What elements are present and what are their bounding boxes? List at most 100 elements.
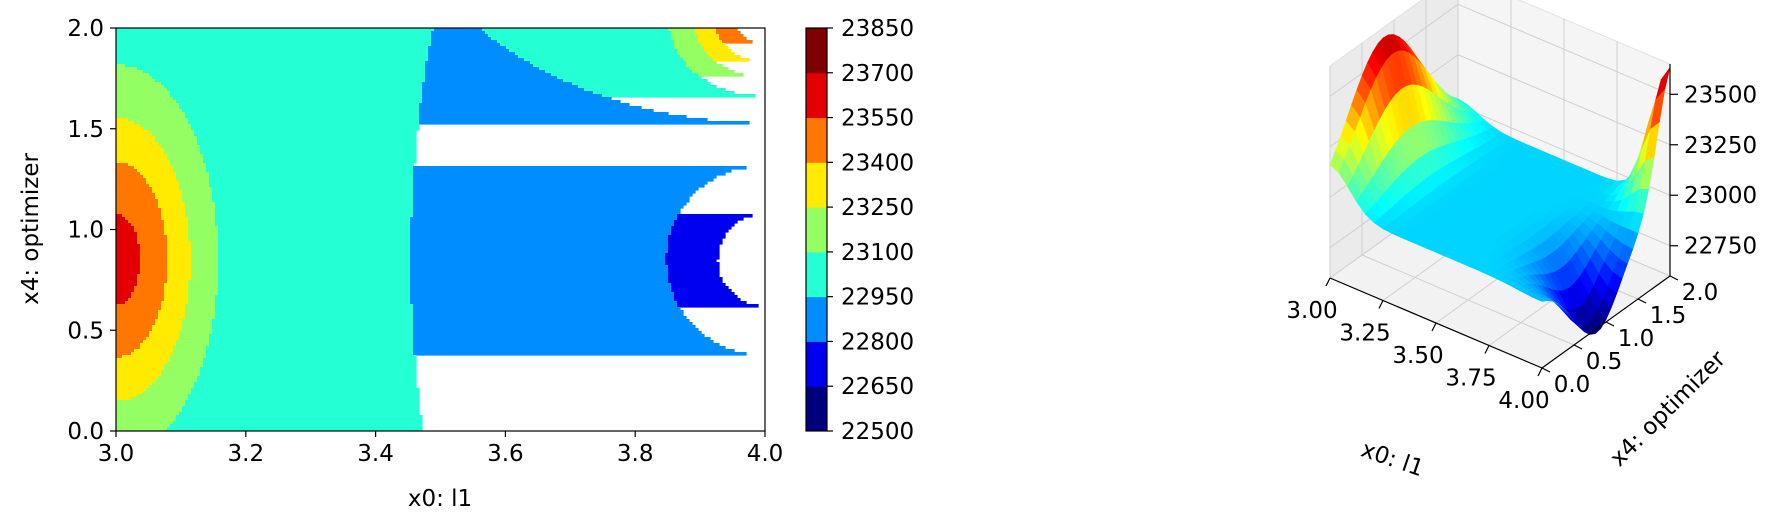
contour-cell-run — [140, 247, 168, 251]
contour-cell-run — [167, 238, 189, 242]
contour-cell-run — [413, 214, 678, 218]
contour-cell-run — [215, 208, 414, 212]
contour-cell-run — [116, 73, 150, 77]
contour-cell-run — [167, 277, 192, 281]
contour-cell-run — [116, 28, 435, 32]
contour-cell-run — [218, 253, 411, 257]
contour-cell-run — [203, 154, 417, 158]
contour-cell-run — [203, 358, 417, 362]
contour-cell-run — [167, 259, 192, 263]
contour-cell-run — [551, 73, 699, 77]
contour-cell-run — [677, 49, 705, 53]
contour-cell-run — [206, 349, 414, 353]
contour-cell-run — [191, 277, 219, 281]
contour-cell-run — [167, 256, 192, 260]
contour-cell-run — [419, 115, 687, 119]
contour-cell-run — [116, 97, 174, 101]
contour-cell-run — [413, 205, 684, 209]
contour-cell-run — [188, 238, 219, 242]
contour-cell-run — [665, 253, 720, 257]
contour-cell-run — [410, 247, 669, 251]
contour-cell-run — [158, 199, 183, 203]
contour-cell-run — [413, 334, 705, 338]
contour-cell-run — [212, 199, 414, 203]
contour-cell-run — [155, 139, 198, 143]
contour-cell-run — [116, 202, 159, 206]
contour-x-tick-label: 3.4 — [357, 441, 394, 467]
contour-cell-run — [176, 178, 210, 182]
contour-cell-run — [128, 118, 189, 122]
contour-cell-run — [209, 334, 414, 338]
contour-cell-run — [116, 61, 426, 65]
contour-cell-run — [116, 208, 162, 212]
contour-cell-run — [164, 367, 201, 371]
contour-cell-run — [116, 277, 138, 281]
contour-cell-run — [164, 223, 189, 227]
contour-cell-run — [413, 313, 684, 317]
contour-y-tick-label: 2.0 — [67, 16, 104, 42]
contour-cell-run — [155, 319, 183, 323]
contour-cell-run — [218, 277, 411, 281]
contour-cell-run — [176, 340, 210, 344]
contour-cell-run — [692, 70, 735, 74]
contour-cell-run — [116, 241, 138, 245]
contour-cell-run — [137, 241, 168, 245]
contour-cell-run — [173, 166, 207, 170]
contour-cell-run — [698, 40, 723, 44]
contour-cell-run — [212, 331, 414, 335]
contour-cell-run — [116, 403, 186, 407]
contour-cell-run — [116, 127, 144, 131]
surface-facet — [1532, 296, 1549, 302]
contour-y-ticks: 0.0 0.5 1.0 1.5 2.0 — [67, 16, 116, 445]
contour-cell-run — [185, 313, 216, 317]
contour-cell-run — [149, 73, 426, 77]
contour-cell-run — [179, 103, 420, 107]
contour-cell-run — [185, 307, 216, 311]
contour-cell-run — [116, 322, 156, 326]
contour-cell-run — [143, 127, 192, 131]
contour-cell-run — [194, 133, 417, 137]
contour-cell-run — [164, 85, 423, 89]
contour-cell-run — [428, 46, 507, 50]
contour-cell-run — [191, 259, 219, 263]
contour-cell-run — [116, 271, 141, 275]
contour-cell-run — [131, 295, 165, 299]
contour-cell-run — [116, 121, 135, 125]
contour-cell-run — [140, 124, 192, 128]
contour-cell-run — [128, 298, 165, 302]
contour-cell-run — [116, 289, 135, 293]
contour-cell-run — [116, 31, 432, 35]
contour-cell-run — [413, 304, 678, 308]
contour-cell-run — [413, 193, 693, 197]
contour-cell-run — [218, 292, 411, 296]
contour-cell-run — [698, 34, 720, 38]
contour-cell-run — [116, 187, 153, 191]
contour-cell-run — [116, 262, 141, 266]
contour-cell-run — [488, 34, 672, 38]
contour-cell-run — [179, 331, 213, 335]
contour-cell-run — [506, 46, 675, 50]
surface-y-tick-label: 1.5 — [1650, 303, 1687, 329]
contour-cell-run — [116, 211, 162, 215]
contour-cell-run — [185, 403, 420, 407]
contour-cell-run — [116, 367, 165, 371]
contour-cell-run — [167, 154, 204, 158]
contour-cell-run — [167, 253, 192, 257]
contour-cell-run — [509, 49, 678, 53]
contour-cell-run — [116, 157, 168, 161]
surface-axis-line — [1669, 275, 1679, 281]
contour-x-tick-label: 3.6 — [487, 441, 524, 467]
contour-cell-run — [218, 262, 411, 266]
contour-cell-run — [413, 196, 690, 200]
contour-cell-run — [152, 325, 183, 329]
contour-cell-run — [674, 46, 705, 50]
contour-cell-run — [164, 292, 189, 296]
contour-cell-run — [155, 379, 198, 383]
contour-cell-run — [116, 382, 153, 386]
contour-cell-run — [116, 175, 144, 179]
colorbar-segment — [806, 251, 827, 298]
contour-cell-run — [413, 190, 696, 194]
contour-cell-run — [116, 214, 123, 218]
contour-cell-run — [422, 82, 573, 86]
